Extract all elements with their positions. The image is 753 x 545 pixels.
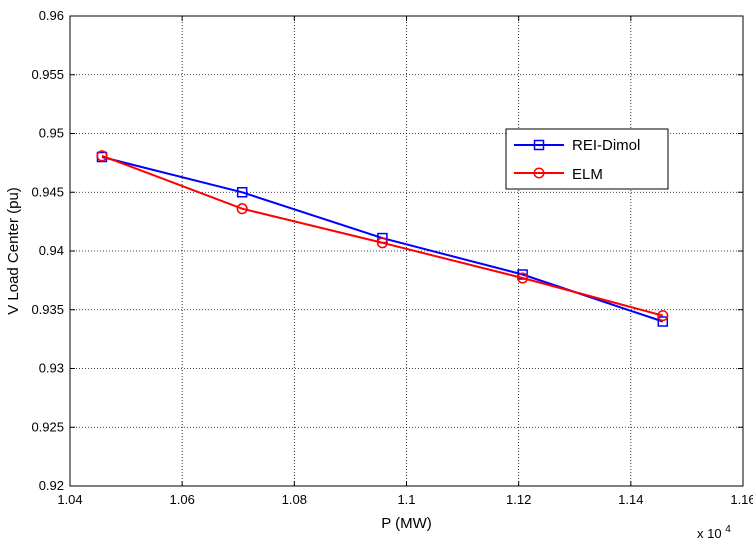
legend: REI-Dimol ELM: [505, 128, 669, 190]
data-point-rei-dimol: [236, 187, 248, 198]
y-axis-title: V Load Center (pu): [5, 187, 22, 315]
y-tick-label: 0.935: [31, 302, 64, 317]
x-tick-label: 1.04: [57, 492, 82, 507]
y-tick-label: 0.95: [39, 126, 64, 141]
x-tick-label: 1.06: [170, 492, 195, 507]
data-point-elm: [376, 237, 388, 249]
x-axis-exponent-base: x 10: [697, 526, 722, 541]
data-point-elm: [517, 272, 529, 284]
legend-label-elm: ELM: [572, 166, 603, 183]
y-tick-label: 0.955: [31, 67, 64, 82]
y-tick-label: 0.94: [39, 243, 64, 258]
y-tick-label: 0.93: [39, 361, 64, 376]
y-tick-label: 0.92: [39, 478, 64, 493]
y-tick-label: 0.96: [39, 8, 64, 23]
ticks: 1.04 1.06 1.08 1.1 1.12 1.14 1.16 0.92 0.925 0.93…: [31, 8, 753, 507]
data-point-elm: [236, 203, 248, 215]
y-tick-label: 0.945: [31, 184, 64, 199]
x-tick-label: 1.08: [282, 492, 307, 507]
grid: [70, 16, 743, 486]
data-point-rei-dimol: [657, 316, 669, 327]
legend-box: [505, 128, 669, 190]
series-layer: [96, 150, 669, 327]
x-tick-label: 1.16: [730, 492, 753, 507]
data-point-elm: [96, 150, 108, 162]
x-axis-exponent: x 10 4: [697, 524, 731, 541]
y-tick-label: 0.925: [31, 419, 64, 434]
x-tick-label: 1.14: [618, 492, 643, 507]
data-point-elm: [657, 310, 669, 322]
x-tick-label: 1.1: [397, 492, 415, 507]
legend-marker-rei-dimol: [533, 139, 545, 151]
x-axis-exponent-power: 4: [725, 524, 731, 535]
x-tick-label: 1.12: [506, 492, 531, 507]
legend-label-rei-dimol: REI-Dimol: [572, 137, 640, 154]
legend-marker-elm: [533, 167, 545, 179]
series-line-elm: [101, 154, 664, 317]
x-axis-title: P (MW): [381, 515, 432, 532]
